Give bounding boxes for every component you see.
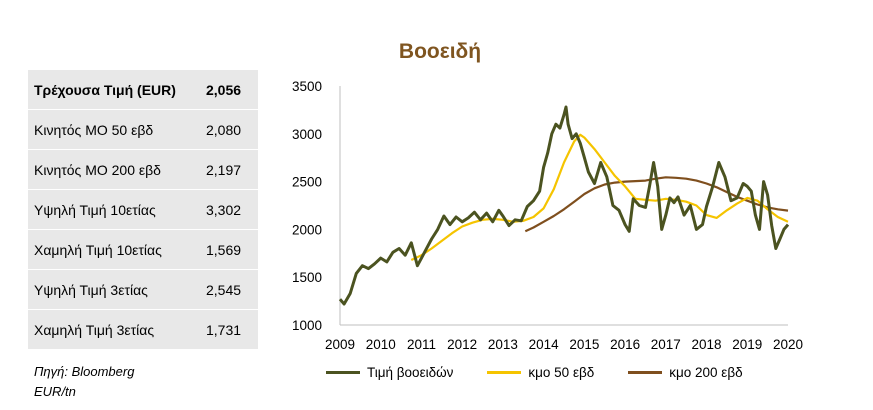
stats-label: Τρέχουσα Τιμή (EUR) (28, 70, 206, 110)
x-tick-label: 2013 (488, 337, 518, 352)
chart-legend: Τιμή βοοειδών κμο 50 εβδ κμο 200 εβδ (326, 365, 777, 380)
stats-row: Υψηλή Τιμή 10ετίας 3,302 (28, 189, 258, 230)
legend-label: Τιμή βοοειδών (367, 365, 454, 380)
legend-swatch (326, 371, 360, 374)
chart-title: Βοοειδή (398, 40, 482, 63)
source-note: Πηγή: Bloomberg EUR/tn (34, 362, 134, 402)
legend-label: κμο 200 εβδ (669, 365, 743, 380)
x-tick-label: 2019 (732, 337, 762, 352)
stats-row: Υψηλή Τιμή 3ετίας 2,545 (28, 269, 258, 310)
stats-label: Χαμηλή Τιμή 10ετίας (28, 229, 206, 270)
legend-swatch (487, 371, 522, 374)
x-tick-label: 2010 (366, 337, 396, 352)
x-tick-label: 2018 (692, 337, 722, 352)
x-tick-label: 2015 (569, 337, 599, 352)
stats-label: Υψηλή Τιμή 3ετίας (28, 269, 206, 310)
x-tick-label: 2016 (610, 337, 640, 352)
y-tick-label: 3000 (292, 127, 322, 142)
stats-table-body: Τρέχουσα Τιμή (EUR) 2,056 Κινητός ΜΟ 50 εβ… (28, 70, 258, 350)
stats-value: 1,731 (206, 309, 258, 350)
legend-swatch (628, 371, 663, 374)
x-tick-label: 2014 (529, 337, 560, 352)
y-tick-label: 2000 (292, 222, 322, 237)
stats-value: 3,302 (206, 189, 258, 230)
unit-line: EUR/tn (34, 384, 76, 399)
y-tick-label: 1000 (292, 318, 322, 333)
stats-row: Χαμηλή Τιμή 3ετίας 1,731 (28, 309, 258, 350)
series-line-price (338, 105, 790, 306)
y-tick-label: 3500 (292, 79, 322, 94)
stats-value: 2,197 (206, 149, 258, 190)
stats-row: Τρέχουσα Τιμή (EUR) 2,056 (28, 70, 258, 110)
legend-item: κμο 200 εβδ (628, 365, 743, 380)
legend-label: κμο 50 εβδ (528, 365, 595, 380)
x-tick-label: 2009 (325, 337, 355, 352)
x-tick-label: 2017 (651, 337, 681, 352)
stats-label: Κινητός ΜΟ 200 εβδ (28, 149, 206, 190)
legend-item: Τιμή βοοειδών (326, 365, 453, 380)
y-tick-label: 2500 (292, 175, 322, 190)
legend-item: κμο 50 εβδ (487, 365, 594, 380)
x-tick-label: 2020 (773, 337, 803, 352)
stats-row: Κινητός ΜΟ 200 εβδ 2,197 (28, 149, 258, 190)
stats-row: Χαμηλή Τιμή 10ετίας 1,569 (28, 229, 258, 270)
y-tick-label: 1500 (292, 270, 322, 285)
line-chart: 1000 1500 2000 2500 3000 3500 2009 2010 2011 2012… (292, 79, 803, 352)
stats-label: Κινητός ΜΟ 50 εβδ (28, 109, 206, 150)
stats-value: 2,545 (206, 269, 258, 310)
stats-row: Κινητός ΜΟ 50 εβδ 2,080 (28, 109, 258, 150)
stats-table: Τρέχουσα Τιμή (EUR) 2,056 Κινητός ΜΟ 50 εβ… (28, 70, 258, 350)
x-tick-label: 2012 (447, 337, 477, 352)
stats-label: Χαμηλή Τιμή 3ετίας (28, 309, 206, 350)
stats-value: 1,569 (206, 229, 258, 270)
stats-value: 2,080 (206, 109, 258, 150)
stats-label: Υψηλή Τιμή 10ετίας (28, 189, 206, 230)
series-line-ma50 (410, 133, 789, 261)
stats-value: 2,056 (206, 70, 258, 110)
source-line: Πηγή: Bloomberg (34, 364, 135, 379)
x-tick-label: 2011 (407, 337, 436, 352)
